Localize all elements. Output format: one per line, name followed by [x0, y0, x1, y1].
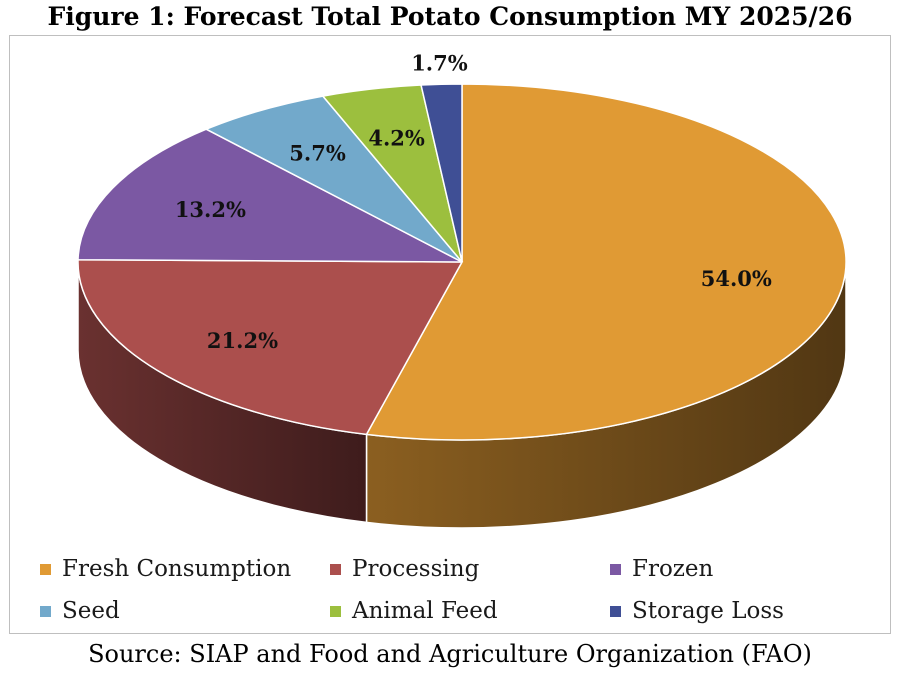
slice-fresh-consumption — [365, 83, 847, 441]
slice-storage-loss — [420, 83, 463, 263]
legend-label-fresh-consumption: Fresh Consumption — [62, 556, 292, 582]
chart-title: Figure 1: Forecast Total Potato Consumpt… — [47, 2, 853, 31]
legend-item-frozen: Frozen — [610, 556, 713, 582]
legend-label-processing: Processing — [352, 556, 480, 582]
legend-label-storage-loss: Storage Loss — [632, 598, 784, 624]
legend-label-animal-feed: Animal Feed — [352, 598, 498, 624]
legend-swatch-fresh-consumption — [40, 563, 51, 575]
legend-swatch-storage-loss — [610, 605, 621, 617]
slice-seed — [204, 95, 463, 263]
legend-label-seed: Seed — [62, 598, 120, 624]
legend-swatch-processing — [330, 563, 341, 575]
data-label-storage-loss: 1.7% — [411, 50, 468, 75]
legend-item-animal-feed: Animal Feed — [330, 598, 498, 624]
data-label-fresh-consumption: 54.0% — [701, 266, 772, 291]
legend-item-fresh-consumption: Fresh Consumption — [40, 556, 291, 582]
legend-label-frozen: Frozen — [632, 556, 714, 582]
legend-item-storage-loss: Storage Loss — [610, 598, 784, 624]
legend-swatch-seed — [40, 605, 51, 617]
source-note: Source: SIAP and Food and Agriculture Or… — [88, 640, 812, 668]
slice-processing — [77, 259, 464, 436]
pie-slices — [77, 83, 847, 441]
legend-item-processing: Processing — [330, 556, 479, 582]
legend-swatch-animal-feed — [330, 605, 341, 617]
legend-item-seed: Seed — [40, 598, 120, 624]
data-label-animal-feed: 4.2% — [368, 125, 425, 150]
data-label-seed: 5.7% — [289, 141, 346, 166]
data-label-processing: 21.2% — [207, 328, 278, 353]
legend-swatch-frozen — [610, 563, 621, 575]
slice-frozen — [77, 128, 463, 263]
chart-frame — [9, 35, 891, 634]
pie-data-labels: 54.0% 21.2% 13.2% 5.7% 4.2% 1.7% — [175, 50, 772, 352]
data-label-frozen: 13.2% — [175, 197, 246, 222]
